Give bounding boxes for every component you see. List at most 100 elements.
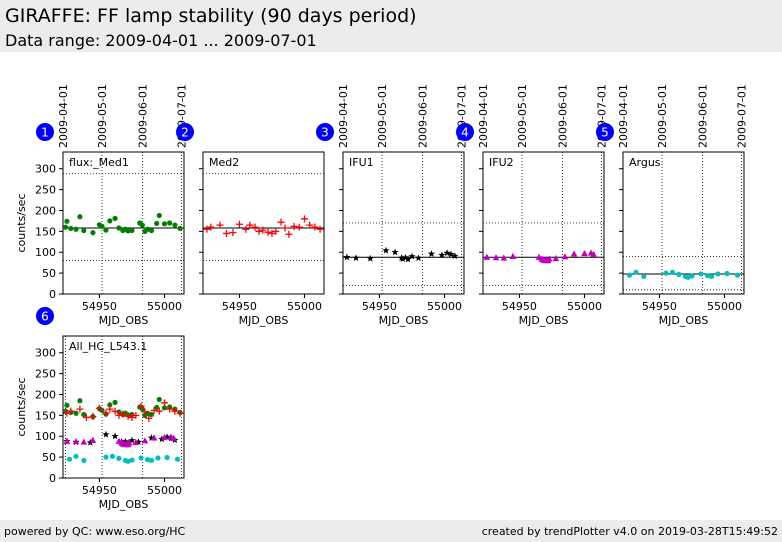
data-point [222, 229, 230, 237]
data-point [129, 457, 135, 463]
panel-label: flux:_Med1 [69, 156, 129, 169]
data-point [150, 406, 158, 414]
data-point [64, 402, 70, 408]
data-point [669, 269, 676, 275]
data-point [102, 409, 110, 417]
data-point [63, 224, 69, 230]
data-point [698, 271, 704, 277]
data-point [155, 455, 161, 461]
data-point [119, 410, 127, 418]
data-point [259, 226, 267, 234]
x-tick-label: 54950 [502, 300, 537, 313]
data-point [112, 215, 118, 222]
series-green [63, 212, 183, 236]
data-point [63, 437, 71, 444]
data-point [161, 405, 168, 411]
date-tick-label: 2009-05-01 [376, 84, 389, 148]
data-point [316, 225, 324, 233]
plot-frame [622, 151, 745, 295]
data-point [251, 223, 259, 231]
data-point [174, 456, 181, 462]
data-point [99, 407, 105, 413]
y-axis-label: counts/sec [15, 377, 28, 436]
panel-number-badge [36, 307, 54, 325]
data-point [126, 439, 133, 446]
data-point [715, 271, 721, 277]
x-axis-label: MJD_OBS [99, 314, 149, 327]
data-point [255, 227, 263, 235]
panel-number: 6 [41, 310, 49, 324]
data-point [111, 432, 119, 440]
series-cyan [66, 453, 181, 464]
data-point [115, 411, 123, 419]
data-point [724, 270, 730, 277]
data-point [67, 407, 75, 415]
panel-number: 4 [461, 126, 469, 140]
data-point [125, 228, 131, 234]
y-axis-label: counts/sec [15, 193, 28, 252]
data-point [641, 273, 647, 280]
data-point [268, 229, 276, 237]
data-point [89, 413, 97, 421]
data-point [68, 225, 74, 232]
x-axis-label: MJD_OBS [99, 498, 149, 511]
data-point [148, 227, 155, 234]
data-point [242, 225, 250, 233]
data-point [401, 253, 410, 261]
data-point [285, 230, 293, 238]
data-point [154, 404, 160, 411]
data-point [246, 221, 254, 229]
data-point [132, 438, 140, 446]
date-tick-label: 2009-07-01 [735, 84, 748, 148]
data-point [663, 270, 669, 276]
series-red [63, 399, 184, 422]
panel-number-badge [316, 123, 334, 141]
data-point [290, 222, 298, 230]
data-point [171, 407, 179, 415]
data-point [295, 223, 303, 231]
data-point [203, 225, 211, 233]
y-tick-label: 250 [35, 368, 56, 381]
data-point [128, 436, 136, 444]
panel-number: 1 [41, 126, 49, 140]
data-point [704, 273, 711, 279]
data-point [500, 254, 508, 261]
data-point [300, 215, 308, 223]
y-tick-label: 100 [35, 246, 56, 259]
data-point [107, 218, 113, 224]
date-tick-label: 2009-06-01 [556, 84, 569, 148]
data-point [570, 250, 578, 257]
data-point [492, 254, 500, 261]
y-tick-label: 150 [35, 225, 56, 238]
data-point [343, 253, 351, 261]
data-point [137, 402, 145, 410]
data-point [141, 408, 149, 416]
y-tick-label: 0 [49, 288, 56, 301]
data-point [109, 453, 116, 459]
data-point [447, 250, 455, 258]
report-header: GIRAFFE: FF lamp stability (90 days peri… [0, 0, 782, 52]
panel-number-badge [456, 123, 474, 141]
data-point [145, 414, 153, 422]
data-point [132, 411, 140, 419]
data-point [166, 405, 174, 413]
data-point [161, 433, 168, 441]
date-tick-label: 2009-06-01 [416, 84, 429, 148]
data-point [156, 396, 162, 403]
data-point [144, 226, 151, 232]
data-point [590, 250, 597, 257]
data-range: Data range: 2009-04-01 ... 2009-07-01 [5, 31, 317, 50]
x-tick-label: 55000 [567, 300, 602, 313]
x-tick-label: 54950 [362, 300, 397, 313]
data-point [277, 218, 285, 226]
series-magenta [63, 433, 177, 448]
panel-number-badge [176, 123, 194, 141]
data-point [148, 411, 155, 418]
data-point [154, 220, 160, 227]
data-point [111, 407, 119, 415]
y-tick-label: 50 [42, 451, 56, 464]
y-tick-label: 250 [35, 184, 56, 197]
x-tick-label: 55000 [147, 484, 182, 497]
